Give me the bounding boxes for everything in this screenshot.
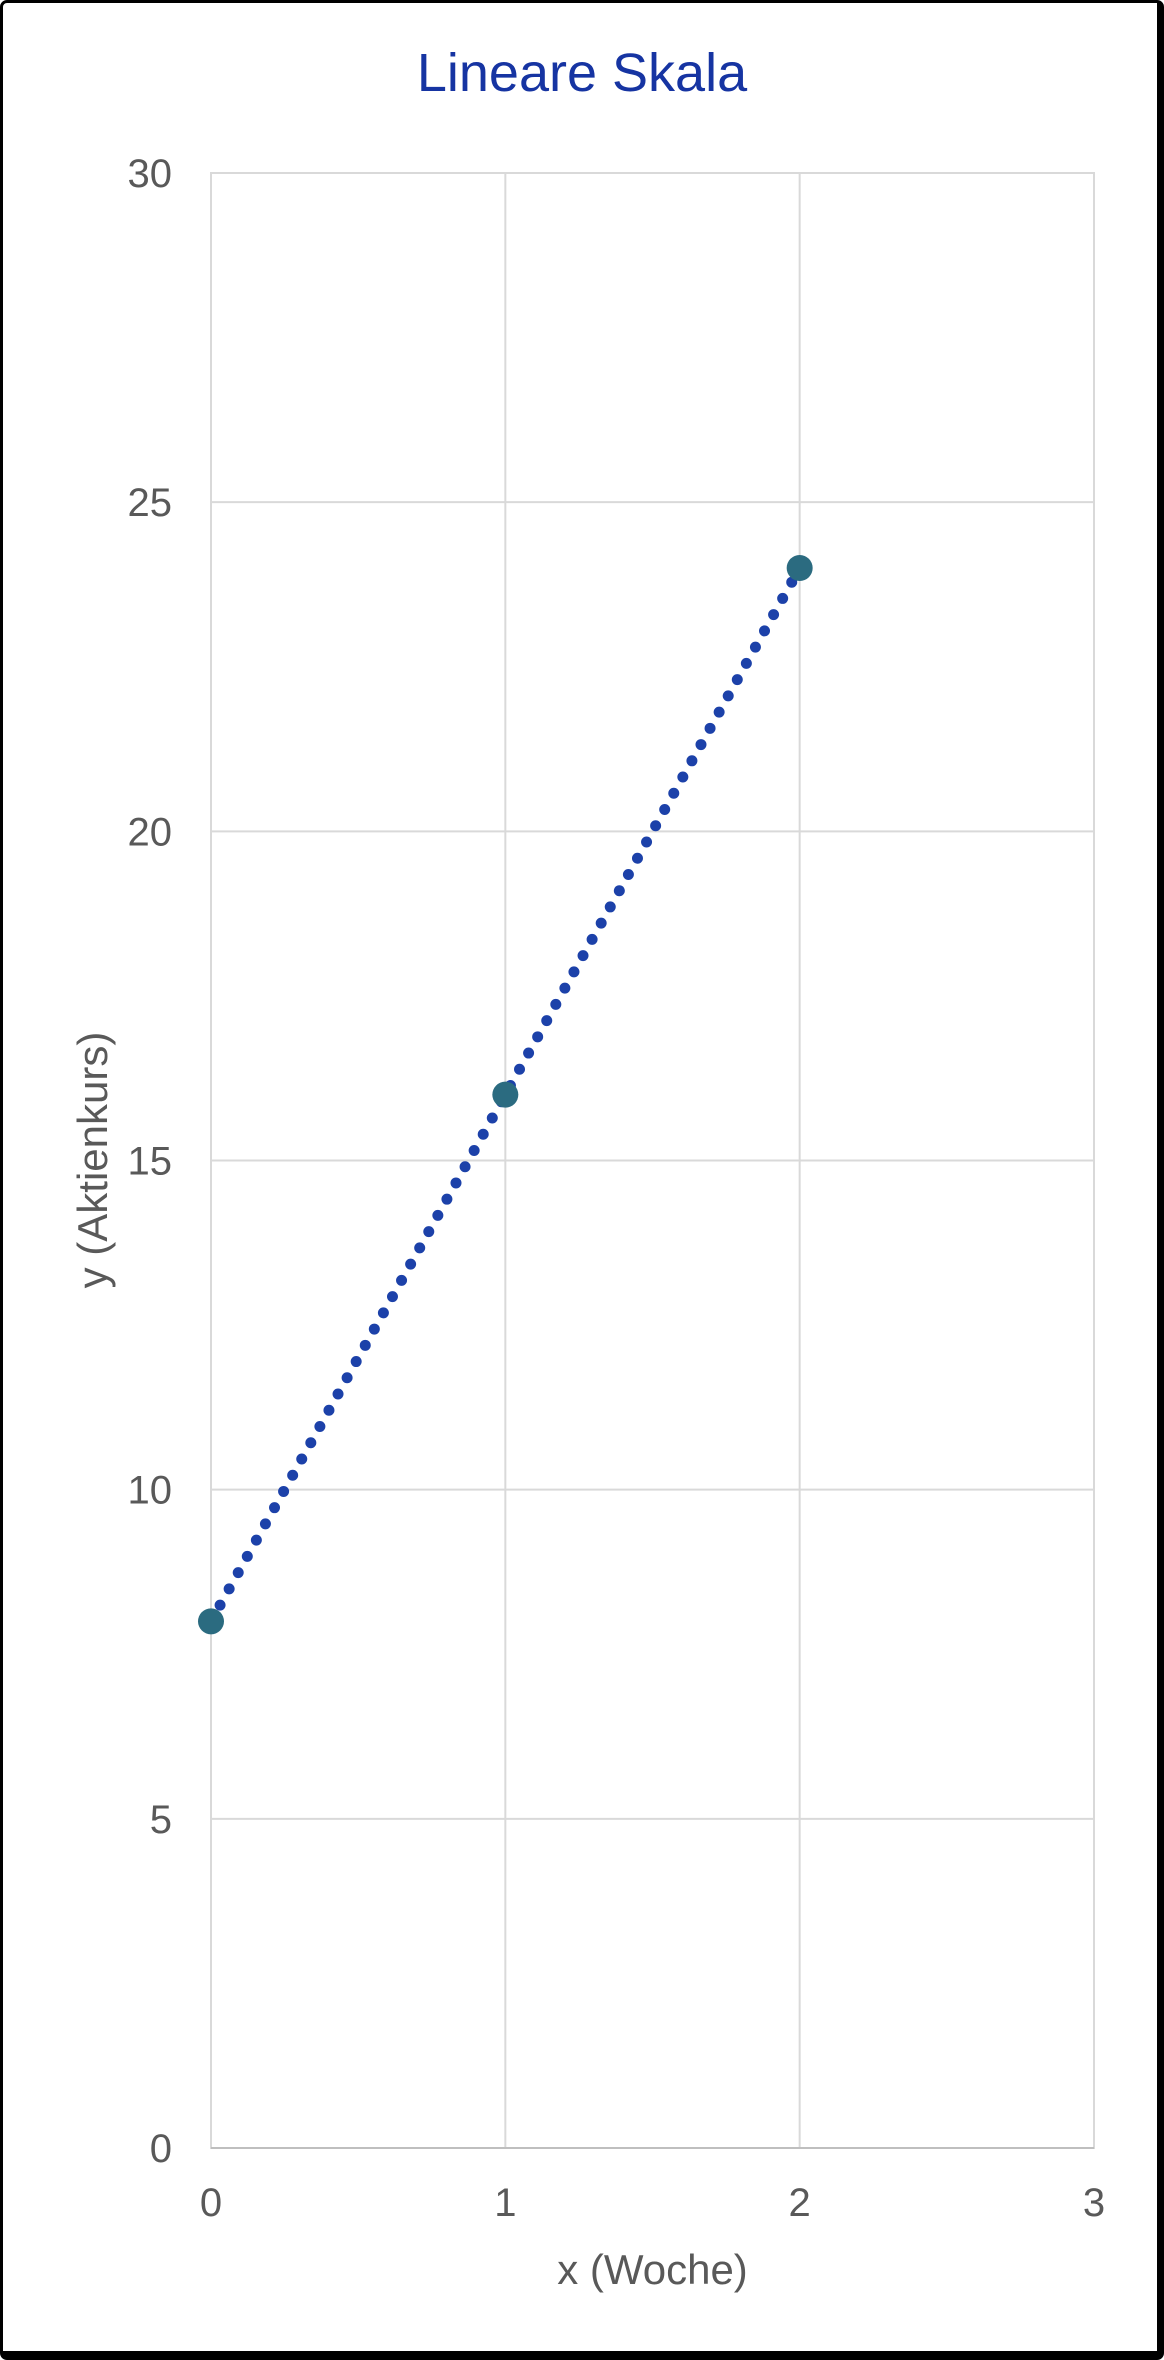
chart-title: Lineare Skala [416,43,748,103]
x-axis-title: x (Woche) [557,2246,748,2293]
y-tick-label: 0 [150,2127,172,2171]
series-dotted-line [205,562,806,1627]
x-tick-label: 0 [200,2181,222,2225]
y-tick-label: 5 [150,1798,172,1842]
y-tick-label: 25 [128,481,173,525]
data-point-marker [492,1081,519,1108]
x-tick-label: 3 [1083,2181,1105,2225]
y-tick-label: 20 [128,810,173,854]
y-axis-title: y (Aktienkurs) [69,1031,116,1289]
x-tick-label: 2 [789,2181,811,2225]
y-tick-label: 10 [128,1469,173,1513]
data-point-marker [198,1608,224,1635]
y-tick-label: 30 [128,152,173,196]
data-point-marker [786,555,813,581]
x-tick-label: 1 [494,2181,516,2225]
y-tick-label: 15 [128,1140,173,1184]
